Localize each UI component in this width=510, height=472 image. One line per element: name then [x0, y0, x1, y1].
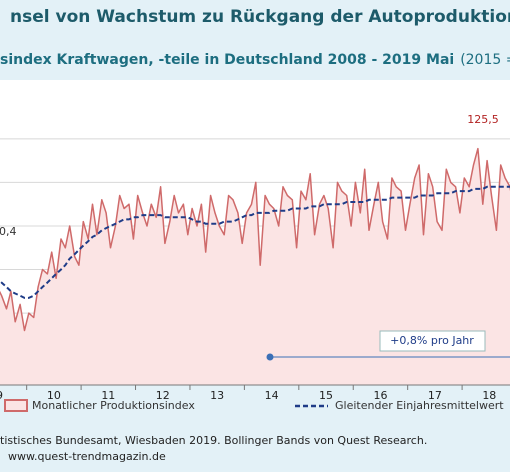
x-tick-label: 12: [156, 389, 170, 402]
subtitle-main: sindex Kraftwagen, -teile in Deutschland…: [0, 52, 454, 68]
x-tick-label: 13: [210, 389, 224, 402]
x-tick-label: 15: [319, 389, 333, 402]
x-tick-label: 14: [265, 389, 279, 402]
chart-title: nsel von Wachstum zu Rückgang der Autopr…: [10, 7, 510, 27]
chart-subtitle: sindex Kraftwagen, -teile in Deutschland…: [0, 52, 510, 68]
area: [0, 148, 510, 385]
peak-label: 125,5: [467, 113, 499, 126]
plot: [0, 147, 510, 385]
website: www.quest-trendmagazin.de: [8, 450, 166, 463]
x-tick-label: 16: [373, 389, 387, 402]
x-tick-label: 18: [482, 389, 496, 402]
x-tick-label: 9: [0, 389, 3, 402]
line: [0, 147, 510, 332]
trend-label: +0,8% pro Jahr: [390, 334, 474, 347]
x-tick-label: 17: [428, 389, 442, 402]
legend-label: Gleitender Einjahresmittelwert: [335, 399, 504, 412]
trend-dot: [266, 353, 274, 361]
x-tick-label: 11: [101, 389, 115, 402]
legend-label: Monatlicher Produktionsindex: [32, 399, 195, 412]
trend-box: [379, 330, 486, 352]
start-label: 0,4: [0, 225, 17, 238]
line: [0, 185, 510, 299]
x-tick-label: 10: [47, 389, 61, 402]
legend-swatch: [4, 399, 28, 412]
subtitle-note: (2015 = 10: [460, 52, 510, 68]
source: tistisches Bundesamt, Wiesbaden 2019. Bo…: [0, 434, 427, 447]
